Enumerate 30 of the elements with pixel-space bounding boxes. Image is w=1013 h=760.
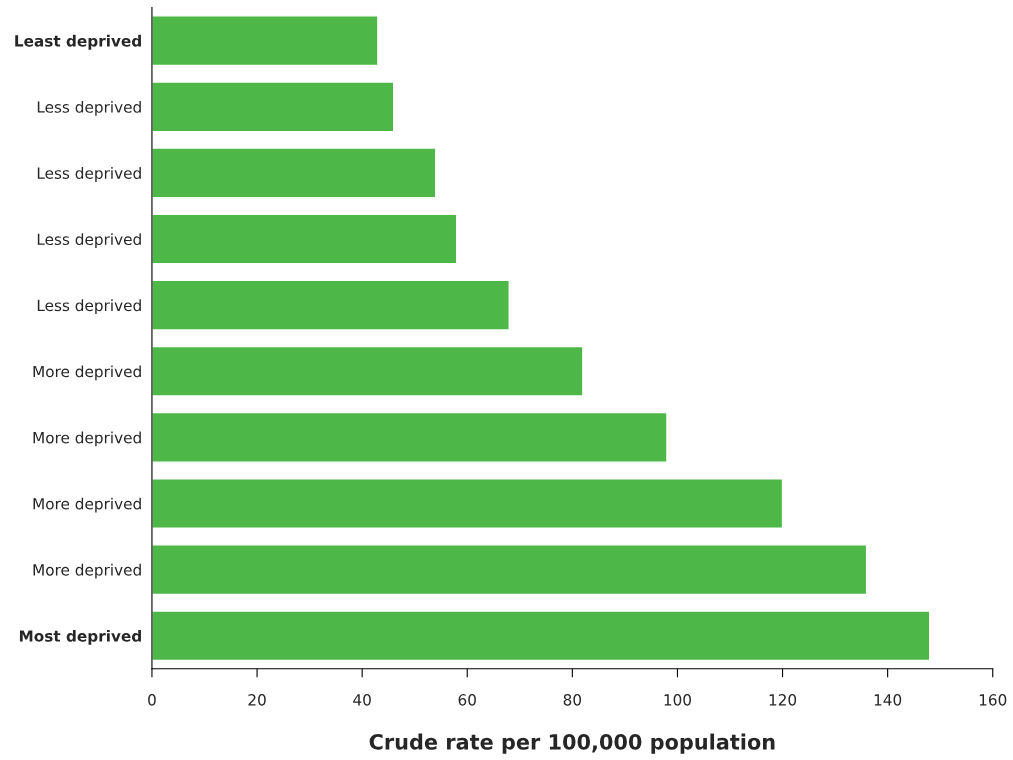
bar: [151, 411, 668, 463]
bar: [151, 478, 784, 529]
x-tick-label: 80: [563, 694, 582, 706]
y-tick-label: More deprived: [33, 365, 141, 381]
x-tick-label: 160: [979, 694, 1007, 706]
bar: [151, 544, 868, 596]
y-tick-label: Less deprived: [37, 100, 141, 116]
x-tick-label: 20: [248, 694, 266, 706]
bar: [151, 15, 379, 67]
y-tick-label: More deprived: [33, 497, 141, 513]
bar: [151, 213, 458, 265]
x-tick-label: 40: [353, 694, 371, 706]
y-tick-label: More deprived: [33, 563, 141, 579]
bar: [151, 147, 437, 199]
bar: [151, 81, 395, 133]
x-tick-label: 100: [664, 694, 692, 706]
x-axis-title: Crude rate per 100,000 population: [369, 733, 775, 754]
x-tick-label: 0: [148, 694, 156, 706]
y-tick-label: Less deprived: [37, 167, 141, 182]
x-tick-label: 60: [458, 694, 476, 706]
y-tick-label: Less deprived: [37, 299, 141, 315]
bar: [151, 279, 510, 331]
y-tick-label: Least deprived: [15, 34, 141, 50]
y-tick-label: Less deprived: [37, 233, 141, 248]
x-tick-label: 120: [769, 694, 797, 706]
x-tick-label: 140: [874, 694, 902, 706]
bar: [151, 610, 931, 662]
y-tick-label: More deprived: [33, 431, 141, 447]
bar: [151, 345, 584, 397]
y-tick-label: Most deprived: [19, 629, 141, 645]
